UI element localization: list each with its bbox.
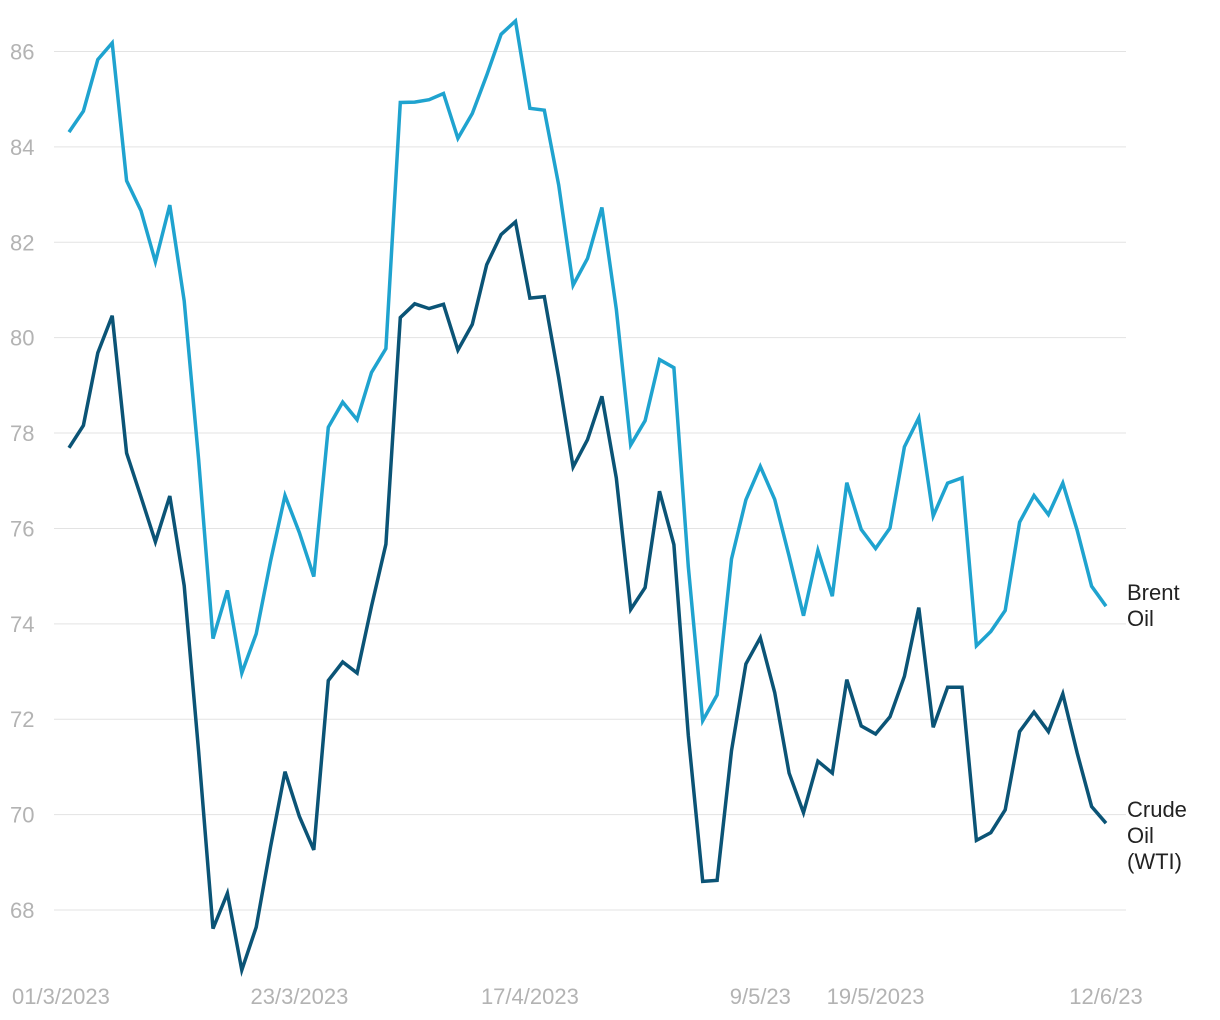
y-tick-label: 86 <box>10 40 34 65</box>
series-labels: Brent Oil Crude Oil (WTI) <box>1127 580 1187 874</box>
y-tick-label: 68 <box>10 898 34 923</box>
x-tick-label: 9/5/23 <box>730 984 791 1009</box>
series-lines <box>67 17 1108 978</box>
y-tick-label: 70 <box>10 803 34 828</box>
x-tick-label: 01/3/2023 <box>12 984 110 1009</box>
y-tick-label: 78 <box>10 421 34 446</box>
gridlines <box>54 51 1126 911</box>
x-tick-label: 19/5/2023 <box>827 984 925 1009</box>
y-tick-label: 82 <box>10 230 34 255</box>
y-axis-tick-labels: 68 70 72 74 76 78 80 82 84 86 <box>10 40 34 924</box>
x-tick-label: 23/3/2023 <box>251 984 349 1009</box>
x-tick-label: 17/4/2023 <box>481 984 579 1009</box>
y-tick-label: 74 <box>10 612 34 637</box>
x-tick-label: 12/6/23 <box>1069 984 1142 1009</box>
series-line-brent <box>67 17 1108 727</box>
x-axis-tick-labels: 01/3/2023 23/3/2023 17/4/2023 9/5/23 19/5/20… <box>12 984 1143 1009</box>
y-tick-label: 80 <box>10 326 34 351</box>
y-tick-label: 72 <box>10 707 34 732</box>
y-tick-label: 76 <box>10 516 34 541</box>
series-label-brent: Brent Oil <box>1127 580 1180 631</box>
series-line-wti <box>67 218 1108 978</box>
y-tick-label: 84 <box>10 135 34 160</box>
series-label-wti: Crude Oil (WTI) <box>1127 797 1187 874</box>
